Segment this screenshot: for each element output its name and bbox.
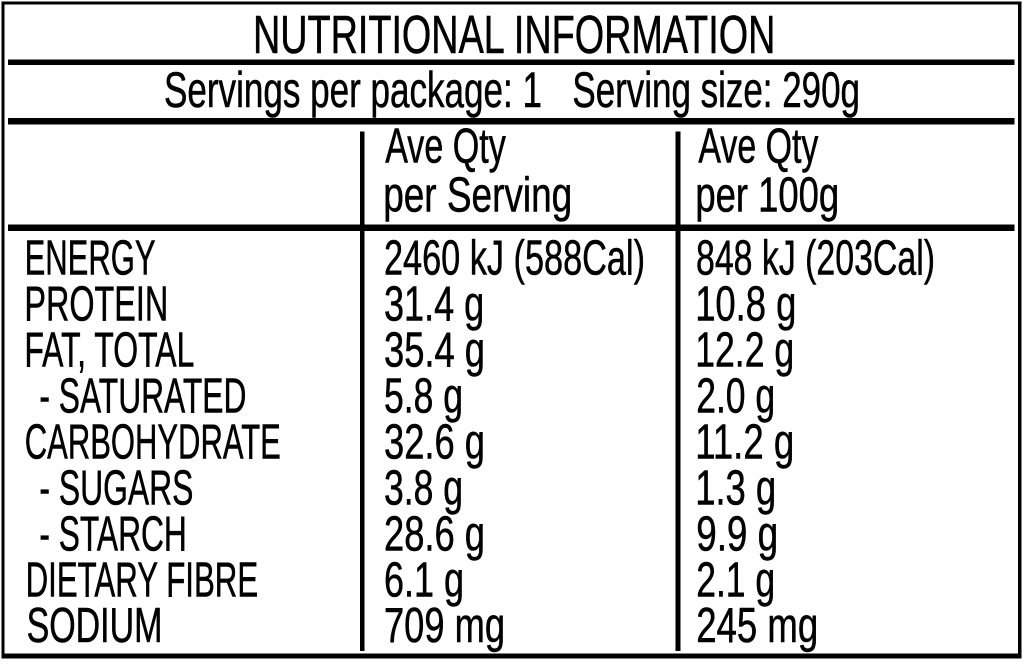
svg-text:12.2 g: 12.2 g [695,323,794,378]
svg-text:11.2 g: 11.2 g [695,414,794,469]
svg-text:6.1 g: 6.1 g [384,552,464,607]
svg-text:Serving size: 290g: Serving size: 290g [572,62,860,118]
svg-text:5.8 g: 5.8 g [384,368,463,423]
svg-text:DIETARY FIBRE: DIETARY FIBRE [26,552,259,607]
svg-text:848 kJ (203Cal): 848 kJ (203Cal) [696,231,935,286]
svg-text:31.4 g: 31.4 g [384,277,484,332]
svg-text:Ave Qty: Ave Qty [385,119,506,174]
svg-text:709 mg: 709 mg [384,598,505,653]
svg-text:- STARCH: - STARCH [39,506,186,561]
svg-text:CARBOHYDRATE: CARBOHYDRATE [25,414,281,469]
svg-text:NUTRITIONAL INFORMATION: NUTRITIONAL INFORMATION [253,6,775,65]
svg-text:2.1 g: 2.1 g [696,552,775,607]
svg-text:per Serving: per Serving [383,168,572,223]
svg-text:9.9 g: 9.9 g [696,506,778,561]
svg-text:- SUGARS: - SUGARS [39,460,193,515]
svg-text:28.6 g: 28.6 g [384,506,485,561]
svg-text:SODIUM: SODIUM [27,598,163,653]
svg-text:2.0 g: 2.0 g [696,368,775,423]
svg-text:1.3 g: 1.3 g [695,460,776,515]
svg-text:per 100g: per 100g [695,168,839,223]
svg-text:ENERGY: ENERGY [25,231,156,286]
svg-text:245 mg: 245 mg [696,598,818,653]
svg-text:Servings per package: 1: Servings per package: 1 [164,62,542,118]
svg-text:Ave Qty: Ave Qty [698,119,818,174]
svg-text:35.4 g: 35.4 g [384,323,485,378]
svg-text:10.8 g: 10.8 g [695,277,796,332]
svg-text:3.8 g: 3.8 g [384,460,463,515]
svg-text:FAT, TOTAL: FAT, TOTAL [24,323,194,378]
svg-text:- SATURATED: - SATURATED [39,368,246,423]
svg-text:32.6 g: 32.6 g [384,414,485,469]
svg-text:2460 kJ (588Cal): 2460 kJ (588Cal) [384,231,645,286]
svg-text:PROTEIN: PROTEIN [24,277,168,332]
